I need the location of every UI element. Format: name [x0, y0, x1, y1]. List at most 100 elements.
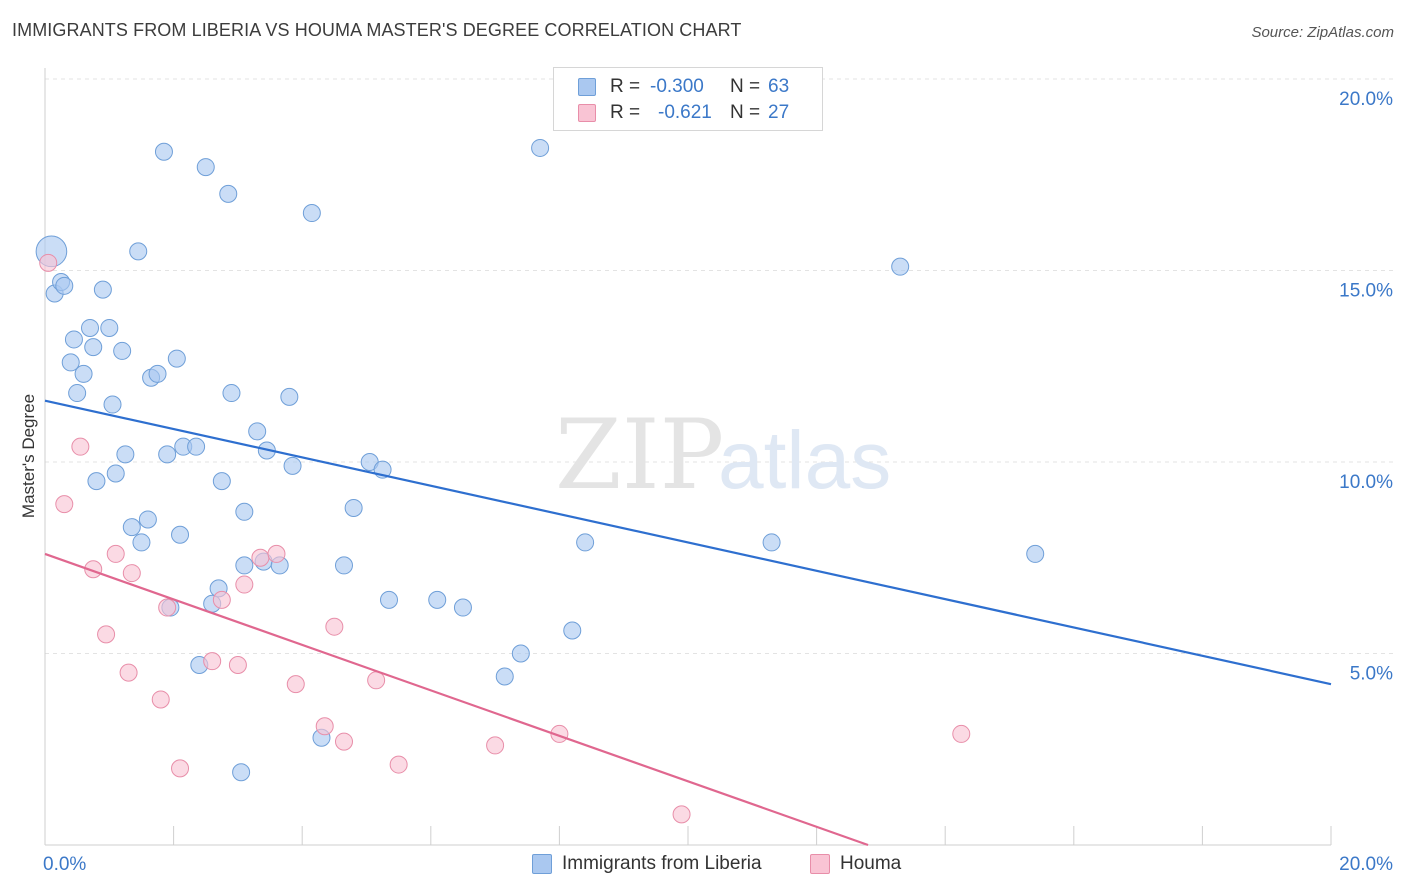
houma-point	[486, 736, 505, 755]
liberia-trend-line	[44, 399, 1332, 686]
houma-point	[672, 805, 691, 824]
liberia-point	[511, 644, 530, 663]
houma-point	[325, 617, 344, 636]
legend-r-label: R =	[610, 102, 641, 123]
houma-point	[122, 564, 141, 583]
houma-point	[251, 548, 270, 567]
houma-point	[97, 625, 116, 644]
liberia-point	[68, 384, 87, 403]
houma-point	[39, 253, 58, 272]
liberia-point	[129, 242, 148, 261]
liberia-point	[84, 338, 103, 357]
liberia-point	[453, 598, 472, 617]
liberia-point	[87, 472, 106, 491]
liberia-point	[495, 667, 514, 686]
liberia-point	[81, 318, 100, 337]
bottom-legend-swatch-houma	[810, 854, 830, 874]
correlation-legend: R = -0.300 N = 63 R = -0.621 N = 27	[553, 67, 823, 131]
houma-point	[212, 590, 231, 609]
houma-point	[315, 717, 334, 736]
liberia-point	[762, 533, 781, 552]
liberia-point	[154, 142, 173, 161]
watermark-atlas: atlas	[718, 415, 891, 506]
liberia-point	[100, 318, 119, 337]
houma-point	[228, 655, 247, 674]
houma-point	[55, 495, 74, 514]
liberia-point	[380, 590, 399, 609]
liberia-point	[64, 330, 83, 349]
liberia-point	[167, 349, 186, 368]
points-layer	[35, 138, 1045, 824]
legend-r-value: -0.621	[658, 102, 712, 123]
liberia-point	[122, 518, 141, 537]
liberia-point	[113, 341, 132, 360]
liberia-point	[248, 422, 267, 441]
legend-r-value: -0.300	[650, 76, 704, 97]
liberia-point	[212, 472, 231, 491]
houma-point	[389, 755, 408, 774]
legend-swatch-liberia	[578, 78, 596, 96]
y-tick-label: 5.0%	[1350, 664, 1393, 685]
bottom-legend-swatch-liberia	[532, 854, 552, 874]
liberia-point	[235, 502, 254, 521]
liberia-point	[148, 364, 167, 383]
legend-n-label: N =	[730, 76, 761, 97]
liberia-point	[563, 621, 582, 640]
axis-layer	[44, 68, 1332, 846]
legend-row-houma: R = -0.621 N = 27	[578, 100, 789, 126]
liberia-point	[187, 437, 206, 456]
houma-point	[171, 759, 190, 778]
liberia-point	[891, 257, 910, 276]
legend-n-value: 27	[768, 102, 790, 123]
legend-n-label: N =	[730, 102, 761, 123]
legend-r-label: R =	[610, 76, 641, 97]
liberia-point	[302, 204, 321, 223]
watermark-zip: ZIP	[555, 399, 724, 511]
liberia-point	[576, 533, 595, 552]
liberia-point	[138, 510, 157, 529]
houma-point	[158, 598, 177, 617]
liberia-point	[171, 525, 190, 544]
legend-row-liberia: R = -0.300 N = 63	[578, 74, 789, 100]
x-tick-label: 0.0%	[43, 854, 86, 875]
y-tick-label: 15.0%	[1339, 281, 1393, 302]
liberia-point	[103, 395, 122, 414]
bottom-legend-label-liberia: Immigrants from Liberia	[562, 853, 762, 874]
liberia-point	[428, 590, 447, 609]
liberia-point	[219, 184, 238, 203]
liberia-point	[531, 138, 550, 157]
bottom-legend-liberia: Immigrants from Liberia	[532, 852, 762, 876]
legend-swatch-houma	[578, 104, 596, 122]
liberia-point	[280, 387, 299, 406]
liberia-point	[106, 464, 125, 483]
source-credit: Source: ZipAtlas.com	[1251, 24, 1394, 41]
liberia-point	[222, 384, 241, 403]
liberia-point	[93, 280, 112, 299]
bottom-legend-houma: Houma	[810, 852, 901, 876]
houma-point	[71, 437, 90, 456]
houma-point	[952, 724, 971, 743]
liberia-point	[283, 456, 302, 475]
liberia-point	[235, 556, 254, 575]
houma-point	[203, 652, 222, 671]
chart-title: IMMIGRANTS FROM LIBERIA VS HOUMA MASTER'…	[12, 20, 742, 40]
liberia-point	[132, 533, 151, 552]
liberia-point	[344, 498, 363, 517]
houma-trend-line	[44, 552, 869, 847]
houma-point	[286, 675, 305, 694]
liberia-point	[55, 276, 74, 295]
houma-point	[106, 544, 125, 563]
houma-point	[235, 575, 254, 594]
tick-label-layer: 5.0% 10.0% 15.0% 20.0% 0.0% 20.0%	[43, 89, 1393, 875]
y-tick-label: 20.0%	[1339, 89, 1393, 110]
houma-point	[267, 544, 286, 563]
liberia-point	[116, 445, 135, 464]
liberia-point	[334, 556, 353, 575]
liberia-point	[196, 158, 215, 177]
x-tick-label: 20.0%	[1339, 854, 1393, 875]
houma-point	[119, 663, 138, 682]
houma-point	[151, 690, 170, 709]
houma-point	[334, 732, 353, 751]
y-tick-label: 10.0%	[1339, 472, 1393, 493]
